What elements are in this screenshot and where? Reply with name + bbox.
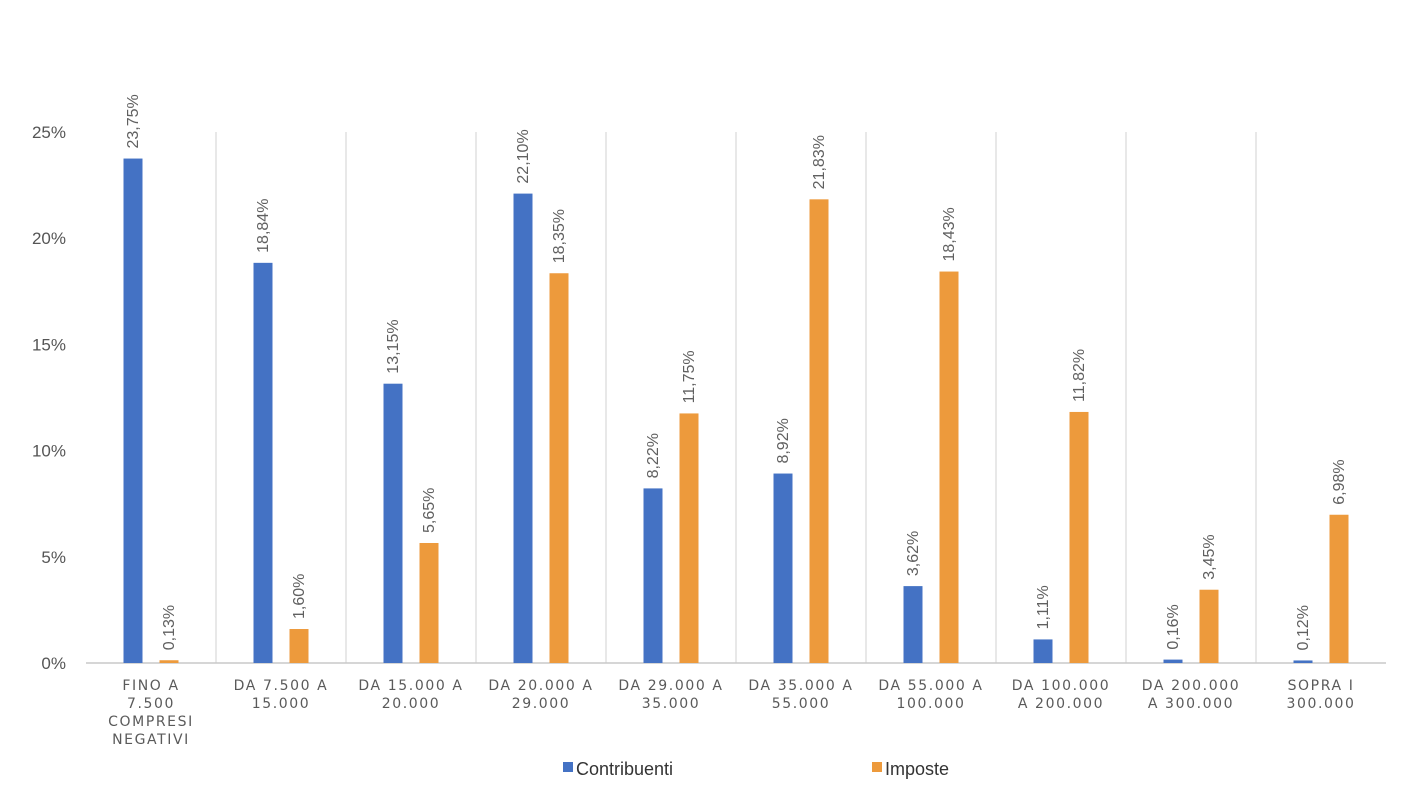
bar-imposte	[809, 199, 829, 663]
bar-contribuenti	[903, 586, 923, 663]
data-label-imposte: 0,13%	[161, 605, 178, 650]
bar-imposte	[1069, 411, 1089, 663]
bar-imposte	[419, 542, 439, 663]
data-label-imposte: 21,83%	[811, 135, 828, 189]
legend: Contribuenti Imposte	[563, 759, 949, 779]
y-axis: 0% 5% 10% 15% 20% 25%	[32, 123, 66, 673]
bar-imposte	[549, 273, 569, 663]
bar-imposte	[939, 271, 959, 663]
data-label-contribuenti: 8,92%	[775, 418, 792, 463]
bar-imposte	[159, 660, 179, 663]
x-tick-label: DA 100.000 A 200.000	[1012, 678, 1110, 712]
data-label-imposte: 3,45%	[1201, 534, 1218, 579]
bar-imposte	[1199, 589, 1219, 663]
x-tick-label: DA 55.000 A 100.000	[878, 678, 983, 712]
legend-label-contribuenti: Contribuenti	[576, 759, 673, 779]
data-label-contribuenti: 18,84%	[255, 199, 272, 253]
data-label-contribuenti: 22,10%	[515, 129, 532, 183]
y-tick-label: 20%	[32, 229, 66, 248]
bar-contribuenti	[1163, 659, 1183, 663]
data-label-imposte: 18,35%	[551, 209, 568, 263]
data-label-imposte: 5,65%	[421, 488, 438, 533]
y-tick-label: 15%	[32, 335, 66, 354]
data-label-imposte: 11,82%	[1071, 349, 1088, 402]
data-label-imposte: 6,98%	[1331, 459, 1348, 504]
data-label-contribuenti: 23,75%	[125, 94, 142, 148]
data-label-contribuenti: 8,22%	[645, 433, 662, 478]
data-label-contribuenti: 13,15%	[385, 319, 402, 373]
bar-contribuenti	[1033, 639, 1053, 663]
x-axis: FINO A 7.500 COMPRESI NEGATIVI DA 7.500 A 15.…	[108, 678, 1355, 748]
bar-imposte	[679, 413, 699, 663]
bar-imposte	[1329, 514, 1349, 663]
y-tick-label: 5%	[41, 548, 66, 567]
x-tick-label: DA 29.000 A 35.000	[618, 678, 723, 712]
bar-contribuenti	[253, 262, 273, 663]
bars	[123, 158, 1349, 664]
x-tick-label: DA 35.000 A 55.000	[748, 678, 853, 712]
x-tick-label: DA 200.000 A 300.000	[1142, 678, 1240, 712]
legend-swatch-imposte	[872, 762, 882, 772]
x-tick-label: SOPRA I 300.000	[1286, 678, 1355, 712]
data-label-contribuenti: 0,16%	[1165, 604, 1182, 649]
legend-swatch-contribuenti	[563, 762, 573, 772]
legend-label-imposte: Imposte	[885, 759, 949, 779]
y-tick-label: 0%	[41, 654, 66, 673]
y-tick-label: 25%	[32, 123, 66, 142]
y-tick-label: 10%	[32, 442, 66, 461]
data-label-contribuenti: 3,62%	[905, 531, 922, 576]
bar-contribuenti	[643, 488, 663, 663]
data-label-imposte: 11,75%	[681, 350, 698, 403]
gridlines	[86, 132, 1386, 664]
data-label-imposte: 18,43%	[941, 207, 958, 261]
bar-contribuenti	[123, 158, 143, 664]
data-label-contribuenti: 1,11%	[1035, 585, 1052, 629]
x-tick-label: DA 15.000 A 20.000	[358, 678, 463, 712]
bar-contribuenti	[513, 193, 533, 663]
data-labels: 23,75% 18,84% 13,15% 22,10% 8,22% 8,92% 3,62% 1…	[125, 94, 1348, 650]
bar-contribuenti	[383, 383, 403, 663]
bar-imposte	[289, 629, 309, 663]
x-tick-label: DA 20.000 A 29.000	[488, 678, 593, 712]
bar-contribuenti	[773, 473, 793, 663]
data-label-contribuenti: 0,12%	[1295, 605, 1312, 650]
data-label-imposte: 1,60%	[291, 574, 308, 619]
x-tick-label: DA 7.500 A 15.000	[234, 678, 329, 712]
bar-contribuenti	[1293, 660, 1313, 663]
x-tick-label: FINO A 7.500 COMPRESI NEGATIVI	[108, 678, 194, 748]
